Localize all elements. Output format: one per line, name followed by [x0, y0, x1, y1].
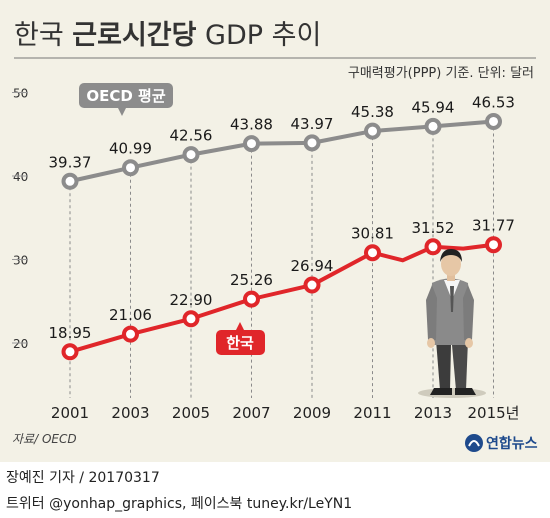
- data-label-korea: 18.95: [49, 324, 92, 342]
- data-point-oecd: [182, 146, 200, 164]
- y-tick-label: 50: [13, 87, 28, 101]
- legend-oecd-box: [79, 83, 173, 108]
- data-label-oecd: 42.56: [170, 127, 213, 145]
- data-label-oecd: 45.94: [412, 98, 455, 116]
- data-label-oecd: 46.53: [472, 93, 515, 111]
- data-point-oecd: [243, 135, 260, 153]
- legend-korea-label: 한국: [226, 334, 254, 352]
- data-label-korea: 26.94: [291, 257, 334, 275]
- data-point-korea: [243, 290, 260, 308]
- legend-korea-callout: 한국: [216, 322, 265, 355]
- data-point-korea: [424, 238, 442, 256]
- data-label-oecd: 45.38: [351, 103, 394, 121]
- chart-panel: 한국 근로시간당 GDP 추이 구매력평가(PPP) 기준. 단위: 달러 20…: [0, 0, 550, 462]
- x-tick-label: 2005: [172, 404, 210, 422]
- social-links: 트위터 @yonhap_graphics, 페이스북 tuney.kr/LeYN…: [6, 496, 353, 512]
- x-axis-ticks: 2001 2003 2005 2007 2009 2011 2013 2015년: [51, 404, 520, 422]
- data-label-oecd: 40.99: [109, 140, 152, 158]
- data-label-korea: 22.90: [170, 291, 213, 309]
- y-tick-label: 40: [13, 170, 28, 184]
- data-label-korea: 25.26: [230, 271, 273, 289]
- data-point-korea: [61, 343, 79, 361]
- series-korea: [61, 236, 502, 361]
- vertical-guides: [69, 121, 494, 398]
- businessman-illustration: [418, 249, 486, 398]
- chart-title-part1: 한국: [14, 20, 72, 51]
- data-label-korea: 30.81: [351, 225, 394, 243]
- footer: 장예진 기자 / 20170317 트위터 @yonhap_graphics, …: [0, 462, 550, 518]
- data-point-korea: [303, 276, 321, 294]
- legend-oecd-pointer: [118, 108, 126, 116]
- data-label-korea: 21.06: [109, 306, 152, 324]
- yonhap-logo: 연합뉴스: [465, 434, 538, 452]
- data-label-oecd: 43.88: [230, 116, 273, 134]
- x-tick-label: 2007: [232, 404, 270, 422]
- x-tick-label: 2013: [414, 404, 452, 422]
- chart-title-part2: 근로시간당: [72, 20, 196, 51]
- yonhap-logo-text: 연합뉴스: [486, 435, 538, 452]
- data-label-oecd: 39.37: [49, 153, 92, 171]
- x-tick-label: 2011: [353, 404, 391, 422]
- data-point-oecd: [485, 112, 502, 130]
- data-label-korea: 31.52: [412, 219, 455, 237]
- data-point-oecd: [61, 172, 79, 190]
- data-point-oecd: [122, 159, 139, 177]
- chart-title-part3: GDP 추이: [196, 20, 321, 51]
- legend-oecd-label: OECD 평균: [86, 87, 165, 105]
- data-point-korea: [122, 325, 139, 343]
- data-labels: 39.37 40.99 42.56 43.88 43.97 45.38 45.94 46.53…: [49, 93, 515, 341]
- data-label-korea: 31.77: [472, 217, 515, 235]
- y-axis-ticks: 20 30 40 50: [12, 87, 28, 351]
- data-point-korea: [364, 244, 381, 262]
- y-tick-label: 30: [13, 254, 28, 268]
- series-oecd: [61, 112, 502, 190]
- data-point-korea: [182, 310, 200, 328]
- data-point-oecd: [303, 134, 321, 152]
- legend-oecd-callout: OECD 평균: [79, 83, 173, 116]
- y-tick-label: 20: [13, 337, 28, 351]
- legend-korea-box: [216, 330, 265, 355]
- source-note: 자료/ OECD: [12, 432, 77, 446]
- yonhap-logo-icon: [465, 434, 483, 452]
- line-chart: 한국 근로시간당 GDP 추이 구매력평가(PPP) 기준. 단위: 달러 20…: [12, 20, 538, 452]
- data-point-oecd: [364, 122, 381, 140]
- legend-korea-pointer: [236, 322, 244, 330]
- chart-title: 한국 근로시간당 GDP 추이: [14, 20, 321, 51]
- data-point-oecd: [424, 117, 442, 135]
- byline: 장예진 기자 / 20170317: [6, 470, 160, 486]
- unit-note: 구매력평가(PPP) 기준. 단위: 달러: [348, 66, 534, 81]
- data-label-oecd: 43.97: [291, 115, 334, 133]
- x-tick-label: 2015년: [468, 404, 520, 422]
- x-tick-label: 2003: [111, 404, 149, 422]
- data-point-korea: [485, 236, 502, 254]
- series-line-korea: [69, 242, 494, 354]
- series-line-oecd: [69, 119, 494, 184]
- x-tick-label: 2001: [51, 404, 89, 422]
- x-tick-label: 2009: [293, 404, 331, 422]
